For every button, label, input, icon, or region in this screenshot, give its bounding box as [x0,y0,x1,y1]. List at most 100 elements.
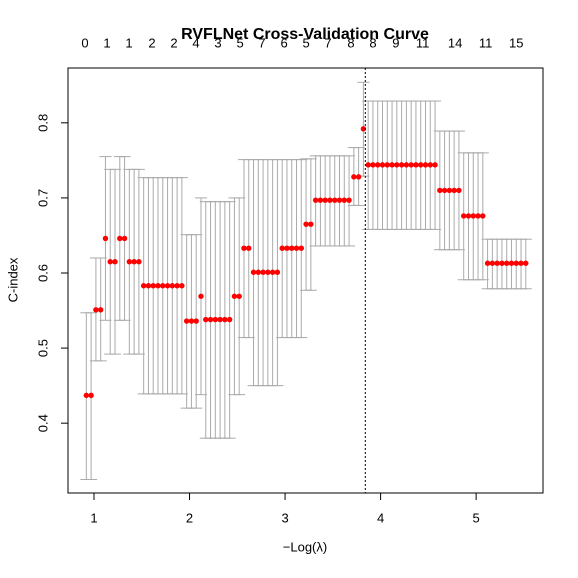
point [136,259,142,265]
top-axis-label: 7 [258,35,265,50]
point [418,162,424,168]
point [523,260,529,266]
point [188,318,195,324]
point [226,316,233,323]
point [260,269,266,275]
point [169,283,176,289]
point [470,213,476,219]
x-tick-label: 2 [186,510,193,525]
point [179,283,185,289]
point [112,259,118,265]
point [370,162,376,168]
top-axis-label: 8 [347,35,354,50]
top-axis-label: 5 [302,35,309,50]
y-axis-label: C-index [5,257,20,302]
x-tick-label: 5 [473,510,480,525]
point [427,162,433,168]
point [499,260,505,266]
point [341,197,347,203]
top-axis-label: 14 [448,35,462,50]
point [131,259,137,265]
plot-frame [67,67,544,494]
point [107,259,113,265]
point [489,260,496,266]
point [432,162,438,168]
point [88,392,94,399]
point [203,316,209,323]
point [403,162,410,168]
point [456,187,462,194]
top-axis-label: 1 [125,35,132,50]
point [465,213,472,219]
top-axis-label: 0 [81,35,88,50]
point [284,245,290,251]
x-axis-label: −Log(λ) [283,539,327,554]
top-axis-label: 5 [236,35,243,50]
point [193,318,199,324]
top-axis-label: 15 [509,35,523,50]
point [212,316,219,323]
y-tick-label: 0.4 [35,414,50,432]
point [298,245,304,251]
point [437,187,443,194]
point [312,197,319,203]
y-tick-label: 0.8 [35,114,50,132]
top-axis-label: 2 [170,35,177,50]
point [97,307,104,313]
point [207,316,214,323]
point [140,283,147,289]
y-tick-label: 0.7 [35,189,50,207]
point [441,187,448,194]
point [398,162,405,168]
point [461,213,467,219]
top-axis-label: 11 [416,35,430,50]
point [255,269,262,275]
point [408,162,414,168]
point [236,293,242,299]
point [231,293,238,299]
top-axis-label: 2 [148,35,155,50]
point [117,235,123,242]
point [250,269,257,275]
point [102,235,109,242]
point [126,259,133,265]
point [155,283,161,289]
point [503,260,510,266]
point [150,283,156,289]
point [198,293,204,299]
point [451,187,457,194]
point [322,197,328,203]
y-tick-label: 0.6 [35,264,50,282]
point [513,260,519,266]
top-axis-label: 3 [214,35,221,50]
point [93,307,99,313]
chart-title: RVFLNet Cross-Validation Curve [181,26,429,43]
top-axis-label: 8 [369,35,376,50]
point [217,316,223,323]
point [183,318,190,324]
x-tick-label: 1 [90,510,97,525]
point [518,260,524,266]
point [303,221,309,227]
point [145,283,152,289]
point [164,283,171,289]
point [422,162,429,168]
x-tick-label: 4 [377,510,384,525]
point [351,174,357,180]
point [174,283,180,289]
point [293,245,300,251]
y-tick-label: 0.5 [35,339,50,357]
point [246,245,252,251]
point [317,197,324,203]
point [83,392,90,399]
point [413,162,419,168]
point [332,197,338,203]
point [446,187,453,194]
point [222,316,228,323]
top-axis-label: 1 [103,35,110,50]
point [121,235,128,242]
point [336,197,343,203]
top-axis-label: 11 [479,35,493,50]
